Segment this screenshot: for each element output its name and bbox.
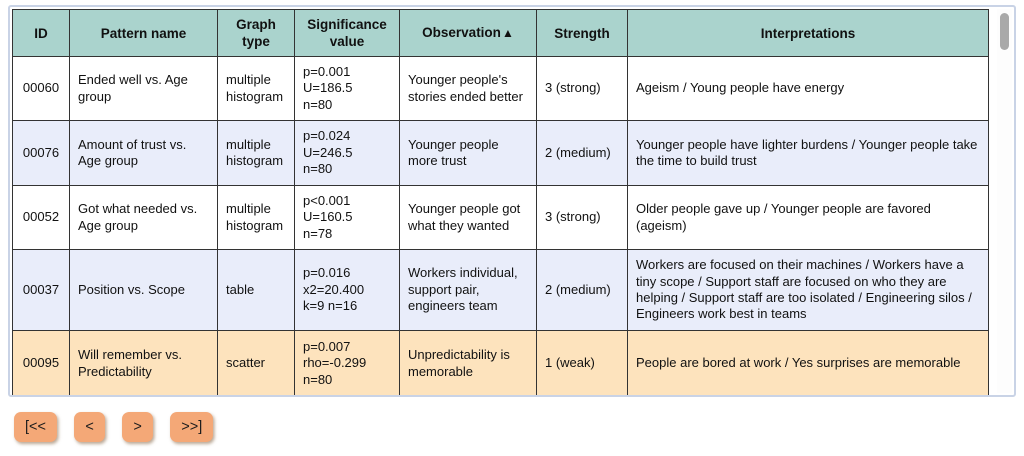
cell-strength: 2 (medium) [536,120,628,186]
cell-pattern-name: Got what needed vs. Age group [69,185,218,250]
cell-interpretations: People are bored at work / Yes surprises… [627,330,989,395]
column-header-observation[interactable]: Observation▲ [399,9,537,57]
cell-id: 00060 [12,56,70,121]
cell-strength: 3 (strong) [536,56,628,121]
vertical-scrollbar[interactable] [997,9,1012,393]
table-row[interactable]: 00076 Amount of trust vs. Age group mult… [12,120,989,186]
column-header-strength[interactable]: Strength [536,9,628,57]
cell-graph-type: scatter [217,330,295,395]
column-header-interpretations[interactable]: Interpretations [627,9,989,57]
cell-graph-type: multiple histogram [217,120,295,186]
cell-id: 00052 [12,185,70,250]
cell-observation: Younger people's stories ended better [399,56,537,121]
cell-strength: 2 (medium) [536,249,628,331]
cell-significance: p=0.007 rho=-0.299 n=80 [294,330,400,395]
sort-ascending-icon: ▲ [501,26,514,41]
cell-significance: p=0.001 U=186.5 n=80 [294,56,400,121]
cell-observation: Younger people got what they wanted [399,185,537,250]
cell-graph-type: multiple histogram [217,185,295,250]
column-header-significance[interactable]: Significance value [294,9,400,57]
patterns-table: ID Pattern name Graph type Significance … [12,9,989,395]
table-row[interactable]: 00060 Ended well vs. Age group multiple … [12,56,989,121]
next-page-button[interactable]: > [122,412,153,442]
cell-id: 00095 [12,330,70,395]
cell-observation: Workers individual, support pair, engine… [399,249,537,331]
table-row[interactable]: 00052 Got what needed vs. Age group mult… [12,185,989,250]
scrollbar-thumb[interactable] [1000,13,1009,50]
cell-id: 00076 [12,120,70,186]
cell-interpretations: Older people gave up / Younger people ar… [627,185,989,250]
results-scroll-area[interactable]: ID Pattern name Graph type Significance … [8,5,1016,397]
cell-significance: p=0.016 x2=20.400 k=9 n=16 [294,249,400,331]
cell-interpretations: Workers are focused on their machines / … [627,249,989,331]
column-header-observation-label: Observation [422,25,501,41]
table-row[interactable]: 00037 Position vs. Scope table p=0.016 x… [12,249,989,331]
cell-pattern-name: Position vs. Scope [69,249,218,331]
cell-graph-type: multiple histogram [217,56,295,121]
cell-strength: 1 (weak) [536,330,628,395]
column-header-id[interactable]: ID [12,9,70,57]
table-header-row: ID Pattern name Graph type Significance … [12,9,989,57]
cell-strength: 3 (strong) [536,185,628,250]
column-header-pattern-name[interactable]: Pattern name [69,9,218,57]
pagination-bar: [<< < > >>] [14,412,1024,442]
cell-observation: Younger people more trust [399,120,537,186]
last-page-button[interactable]: >>] [170,412,214,442]
cell-observation: Unpredictability is memorable [399,330,537,395]
column-header-graph-type[interactable]: Graph type [217,9,295,57]
cell-graph-type: table [217,249,295,331]
first-page-button[interactable]: [<< [14,412,57,442]
cell-significance: p<0.001 U=160.5 n=78 [294,185,400,250]
cell-interpretations: Ageism / Young people have energy [627,56,989,121]
cell-pattern-name: Will remember vs. Predictability [69,330,218,395]
cell-pattern-name: Amount of trust vs. Age group [69,120,218,186]
cell-id: 00037 [12,249,70,331]
cell-pattern-name: Ended well vs. Age group [69,56,218,121]
cell-interpretations: Younger people have lighter burdens / Yo… [627,120,989,186]
cell-significance: p=0.024 U=246.5 n=80 [294,120,400,186]
prev-page-button[interactable]: < [74,412,105,442]
table-row-selected[interactable]: 00095 Will remember vs. Predictability s… [12,330,989,395]
